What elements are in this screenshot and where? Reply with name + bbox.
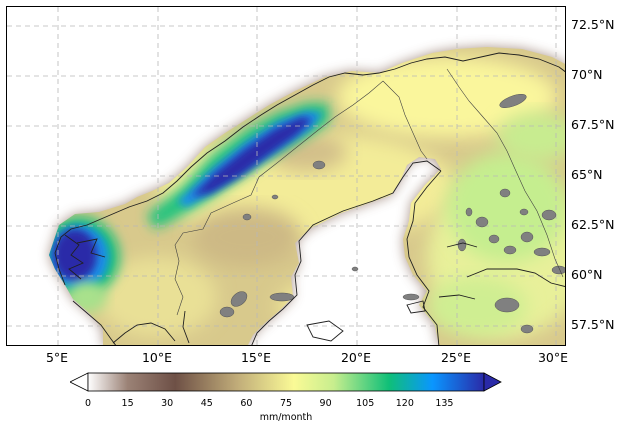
colorbar-tick-label: 60 xyxy=(240,398,253,409)
lat-label-62-5: 62.5°N xyxy=(571,217,615,232)
precipitation-map xyxy=(7,7,565,345)
country-borders xyxy=(174,68,564,316)
lat-label-67-5: 67.5°N xyxy=(571,117,615,132)
map-panel xyxy=(6,6,566,346)
lon-label-25: 25°E xyxy=(440,350,472,365)
colorbar-tick-label: 45 xyxy=(200,398,213,409)
lon-label-5: 5°E xyxy=(45,350,69,365)
colorbar-tick-label: 75 xyxy=(279,398,293,409)
lat-label-65: 65°N xyxy=(571,167,603,182)
lat-label-70: 70°N xyxy=(571,67,603,82)
lon-label-20: 20°E xyxy=(340,350,372,365)
colorbar-extend-min xyxy=(70,372,89,392)
colorbar-unit-label: mm/month xyxy=(259,412,313,423)
coastlines xyxy=(54,52,565,345)
lat-label-57-5: 57.5°N xyxy=(571,317,615,332)
lat-label-60: 60°N xyxy=(571,267,603,282)
colorbar-tick-label: 105 xyxy=(356,398,375,409)
lon-label-15: 15°E xyxy=(240,350,272,365)
colorbar-tick-label: 30 xyxy=(161,398,174,409)
lakes xyxy=(219,94,565,334)
gridlines xyxy=(7,7,565,345)
colorbar-tick-label: 135 xyxy=(435,398,454,409)
colorbar-tick-label: 120 xyxy=(395,398,414,409)
colorbar-tick-label: 0 xyxy=(84,398,92,409)
colorbar-extend-max xyxy=(483,372,502,392)
colorbar xyxy=(70,372,502,392)
lat-label-72-5: 72.5°N xyxy=(571,17,615,32)
lon-label-10: 10°E xyxy=(141,350,173,365)
lon-label-30: 30°E xyxy=(537,350,569,365)
colorbar-tick-label: 15 xyxy=(121,398,134,409)
colorbar-tick-label: 90 xyxy=(319,398,332,409)
colorbar-gradient xyxy=(87,372,485,392)
